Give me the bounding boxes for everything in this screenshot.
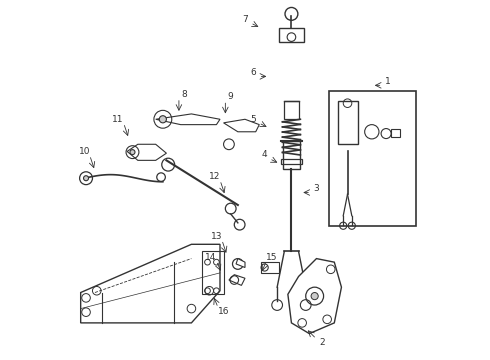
Text: 1: 1 <box>385 77 391 86</box>
Circle shape <box>83 176 89 181</box>
Text: 13: 13 <box>211 231 222 240</box>
Polygon shape <box>81 244 220 323</box>
Text: 5: 5 <box>250 115 256 124</box>
Circle shape <box>311 293 318 300</box>
Bar <box>261 262 279 273</box>
Text: 9: 9 <box>228 92 234 101</box>
Text: 4: 4 <box>261 150 267 159</box>
Polygon shape <box>156 114 220 125</box>
Text: 11: 11 <box>112 115 124 124</box>
Polygon shape <box>288 258 342 334</box>
Text: 12: 12 <box>209 172 221 181</box>
Bar <box>338 102 358 144</box>
Polygon shape <box>229 275 245 285</box>
Text: 3: 3 <box>314 184 319 193</box>
Text: 16: 16 <box>218 307 229 316</box>
Bar <box>329 91 416 226</box>
Text: 2: 2 <box>319 338 324 347</box>
Text: 6: 6 <box>250 68 256 77</box>
Bar <box>202 251 223 294</box>
Text: 14: 14 <box>205 253 217 262</box>
Text: 10: 10 <box>78 147 90 156</box>
Bar <box>283 141 300 169</box>
Bar <box>281 158 302 164</box>
Polygon shape <box>127 144 167 160</box>
Text: 15: 15 <box>266 253 277 262</box>
Text: 8: 8 <box>181 90 187 99</box>
Bar <box>392 129 400 137</box>
Text: 7: 7 <box>242 15 248 24</box>
Bar <box>284 102 298 119</box>
Polygon shape <box>236 258 245 267</box>
Polygon shape <box>223 119 259 132</box>
Circle shape <box>159 116 167 123</box>
Circle shape <box>130 150 135 155</box>
Bar <box>279 28 304 42</box>
